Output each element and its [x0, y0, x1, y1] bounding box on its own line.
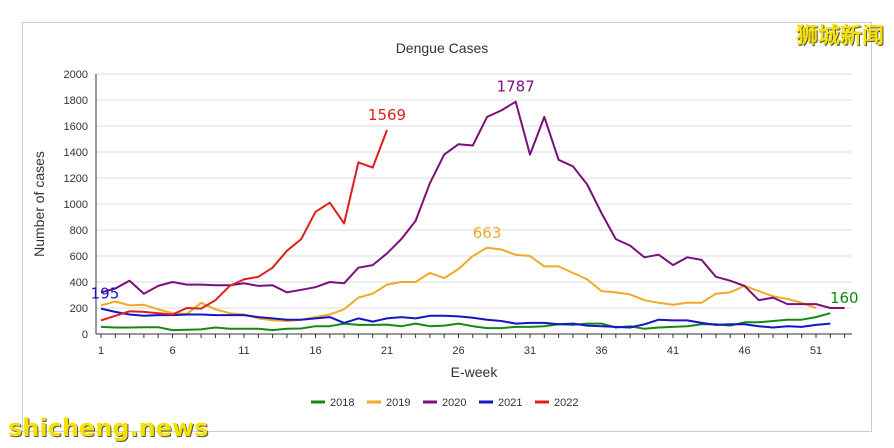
x-tick-label: 1: [98, 345, 104, 357]
y-tick-label: 1200: [64, 173, 88, 185]
legend-item-2020: 2020: [442, 397, 466, 409]
data-label-2021: 195: [91, 285, 120, 303]
x-tick-label: 41: [667, 345, 679, 357]
data-label-2020: 1787: [497, 78, 535, 96]
watermark-logo-top: 狮城新闻: [795, 24, 884, 49]
y-tick-label: 1800: [64, 95, 88, 107]
x-tick-label: 36: [595, 345, 607, 357]
y-axis-label: Number of cases: [31, 151, 47, 257]
series-line-2020: [100, 100, 845, 309]
legend-item-2019: 2019: [386, 397, 410, 409]
x-tick-label: 26: [452, 345, 464, 357]
series-line-2022: [100, 129, 388, 322]
x-tick-label: 46: [738, 345, 750, 357]
legend-item-2018: 2018: [330, 397, 354, 409]
x-tick-label: 16: [309, 345, 321, 357]
y-tick-label: 0: [82, 329, 88, 341]
series-line-2019: [100, 246, 817, 322]
series-line-2021: [100, 307, 831, 329]
x-tick-label: 51: [810, 345, 822, 357]
y-tick-label: 600: [70, 251, 88, 263]
legend-item-2021: 2021: [498, 397, 522, 409]
x-tick-label: 6: [169, 345, 175, 357]
y-tick-label: 1400: [64, 147, 88, 159]
y-tick-label: 1600: [64, 121, 88, 133]
legend-item-2022: 2022: [554, 397, 578, 409]
data-label-2019: 663: [473, 224, 502, 242]
y-tick-label: 400: [70, 277, 88, 289]
watermark-logo-bottom: shicheng.news: [8, 414, 209, 442]
x-tick-label: 21: [381, 345, 393, 357]
y-tick-label: 800: [70, 225, 88, 237]
x-axis-label: E-week: [451, 364, 499, 380]
x-tick-label: 31: [524, 345, 536, 357]
x-tick-label: 11: [238, 345, 249, 357]
chart-title: Dengue Cases: [396, 40, 489, 56]
y-tick-label: 1000: [64, 199, 88, 211]
data-label-2022: 1569: [368, 106, 406, 124]
data-label-2018: 160: [830, 289, 859, 307]
y-tick-label: 200: [70, 303, 88, 315]
chart-frame: [22, 22, 872, 432]
y-tick-label: 2000: [64, 69, 88, 81]
